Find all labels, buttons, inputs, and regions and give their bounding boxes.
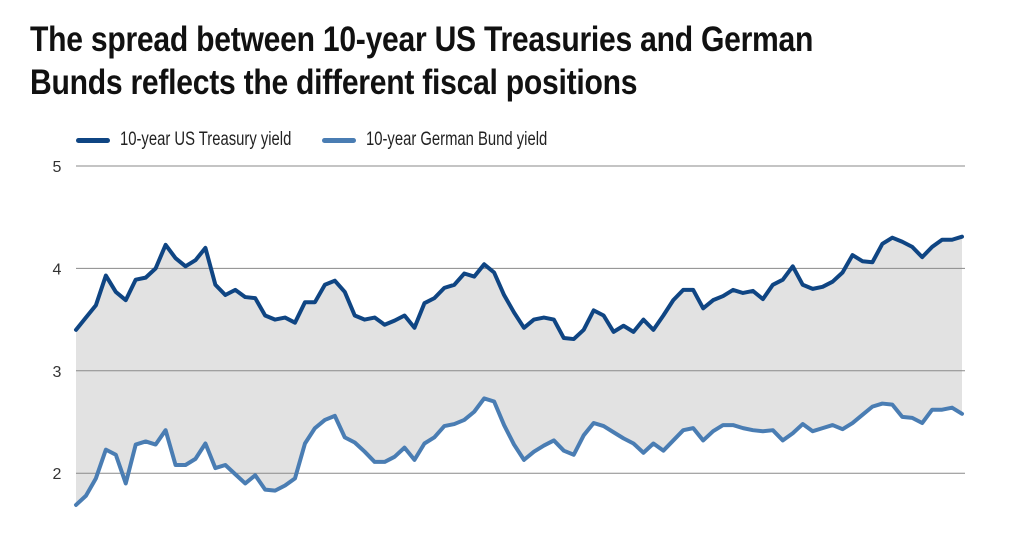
us-treasury-line: [74, 234, 964, 342]
y-tick-label: 4: [53, 261, 62, 278]
chart-title-line-1: The spread between 10-year US Treasuries…: [30, 20, 814, 59]
german-bund-line: [74, 396, 964, 507]
chart-title-line-2: Bunds reflects the different fiscal posi…: [30, 63, 638, 102]
legend-swatch-us-treasury: [76, 137, 110, 143]
y-tick-label: 2: [53, 466, 62, 483]
chart-title: The spread between 10-year US Treasuries…: [30, 18, 813, 104]
y-tick-label: 5: [53, 159, 62, 176]
legend-swatch-german-bund: [321, 137, 356, 143]
legend-label-us-treasury: 10-year US Treasury yield: [120, 129, 292, 150]
legend: 10-year US Treasury yield 10-year German…: [76, 129, 620, 151]
legend-item-us-treasury: 10-year US Treasury yield: [76, 129, 340, 151]
y-tick-label: 3: [53, 364, 62, 381]
legend-item-german-bund: 10-year German Bund yield: [321, 129, 598, 151]
legend-label-german-bund: 10-year German Bund yield: [365, 129, 547, 150]
